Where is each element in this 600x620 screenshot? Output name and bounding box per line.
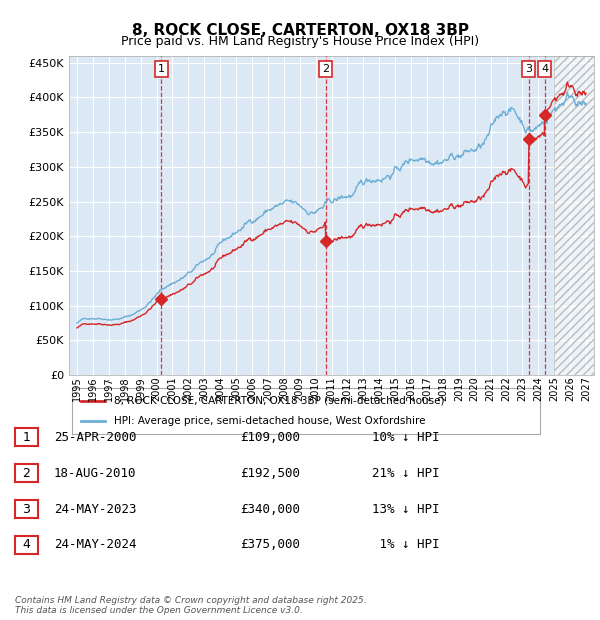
Text: 2008: 2008 — [279, 376, 289, 401]
Text: 2025: 2025 — [549, 376, 559, 401]
Text: 13% ↓ HPI: 13% ↓ HPI — [372, 503, 439, 515]
Text: 2026: 2026 — [565, 376, 575, 401]
Text: 2010: 2010 — [311, 376, 320, 401]
Text: 2003: 2003 — [199, 376, 209, 401]
Text: £109,000: £109,000 — [240, 431, 300, 443]
Text: £340,000: £340,000 — [240, 503, 300, 515]
Text: 1: 1 — [22, 431, 31, 443]
Text: 2000: 2000 — [151, 376, 161, 401]
Text: 2020: 2020 — [470, 376, 479, 401]
Text: 1998: 1998 — [119, 376, 130, 401]
Bar — [554, 56, 594, 375]
Text: 18-AUG-2010: 18-AUG-2010 — [54, 467, 137, 479]
Text: 2012: 2012 — [343, 376, 352, 401]
Text: 1% ↓ HPI: 1% ↓ HPI — [372, 539, 439, 551]
Text: 2007: 2007 — [263, 376, 273, 401]
Text: 2015: 2015 — [390, 376, 400, 401]
Text: 2018: 2018 — [438, 376, 448, 401]
Text: 24-MAY-2024: 24-MAY-2024 — [54, 539, 137, 551]
Text: 21% ↓ HPI: 21% ↓ HPI — [372, 467, 439, 479]
Text: £375,000: £375,000 — [240, 539, 300, 551]
Text: 2: 2 — [22, 467, 31, 479]
Text: 2021: 2021 — [485, 376, 496, 401]
Text: 2005: 2005 — [231, 376, 241, 401]
Text: 10% ↓ HPI: 10% ↓ HPI — [372, 431, 439, 443]
Text: 2011: 2011 — [326, 376, 337, 401]
Text: 3: 3 — [525, 64, 532, 74]
Text: 1996: 1996 — [88, 376, 98, 401]
Text: 3: 3 — [22, 503, 31, 515]
Text: 2024: 2024 — [533, 376, 544, 401]
Text: 2001: 2001 — [167, 376, 178, 401]
Text: 1999: 1999 — [136, 376, 146, 401]
Text: 2004: 2004 — [215, 376, 225, 401]
Bar — [554, 56, 594, 375]
Text: 1995: 1995 — [72, 376, 82, 401]
Text: 25-APR-2000: 25-APR-2000 — [54, 431, 137, 443]
Text: 24-MAY-2023: 24-MAY-2023 — [54, 503, 137, 515]
Text: 2023: 2023 — [517, 376, 527, 401]
Text: Price paid vs. HM Land Registry's House Price Index (HPI): Price paid vs. HM Land Registry's House … — [121, 35, 479, 48]
Text: 2016: 2016 — [406, 376, 416, 401]
Text: 2027: 2027 — [581, 376, 591, 401]
Text: 2002: 2002 — [184, 376, 193, 401]
Text: 2013: 2013 — [358, 376, 368, 401]
Text: 8, ROCK CLOSE, CARTERTON, OX18 3BP (semi-detached house): 8, ROCK CLOSE, CARTERTON, OX18 3BP (semi… — [114, 396, 445, 405]
Text: 2014: 2014 — [374, 376, 384, 401]
Text: 2: 2 — [322, 64, 329, 74]
Text: £192,500: £192,500 — [240, 467, 300, 479]
Text: 1997: 1997 — [104, 376, 114, 401]
Text: 4: 4 — [22, 539, 31, 551]
Text: Contains HM Land Registry data © Crown copyright and database right 2025.
This d: Contains HM Land Registry data © Crown c… — [15, 596, 367, 615]
Text: 1: 1 — [158, 64, 165, 74]
Text: 2019: 2019 — [454, 376, 464, 401]
Text: 8, ROCK CLOSE, CARTERTON, OX18 3BP: 8, ROCK CLOSE, CARTERTON, OX18 3BP — [131, 23, 469, 38]
Text: 2017: 2017 — [422, 376, 432, 401]
Text: 4: 4 — [541, 64, 548, 74]
Text: 2022: 2022 — [502, 376, 512, 401]
Text: 2006: 2006 — [247, 376, 257, 401]
Text: 2009: 2009 — [295, 376, 305, 401]
Text: HPI: Average price, semi-detached house, West Oxfordshire: HPI: Average price, semi-detached house,… — [114, 416, 425, 426]
